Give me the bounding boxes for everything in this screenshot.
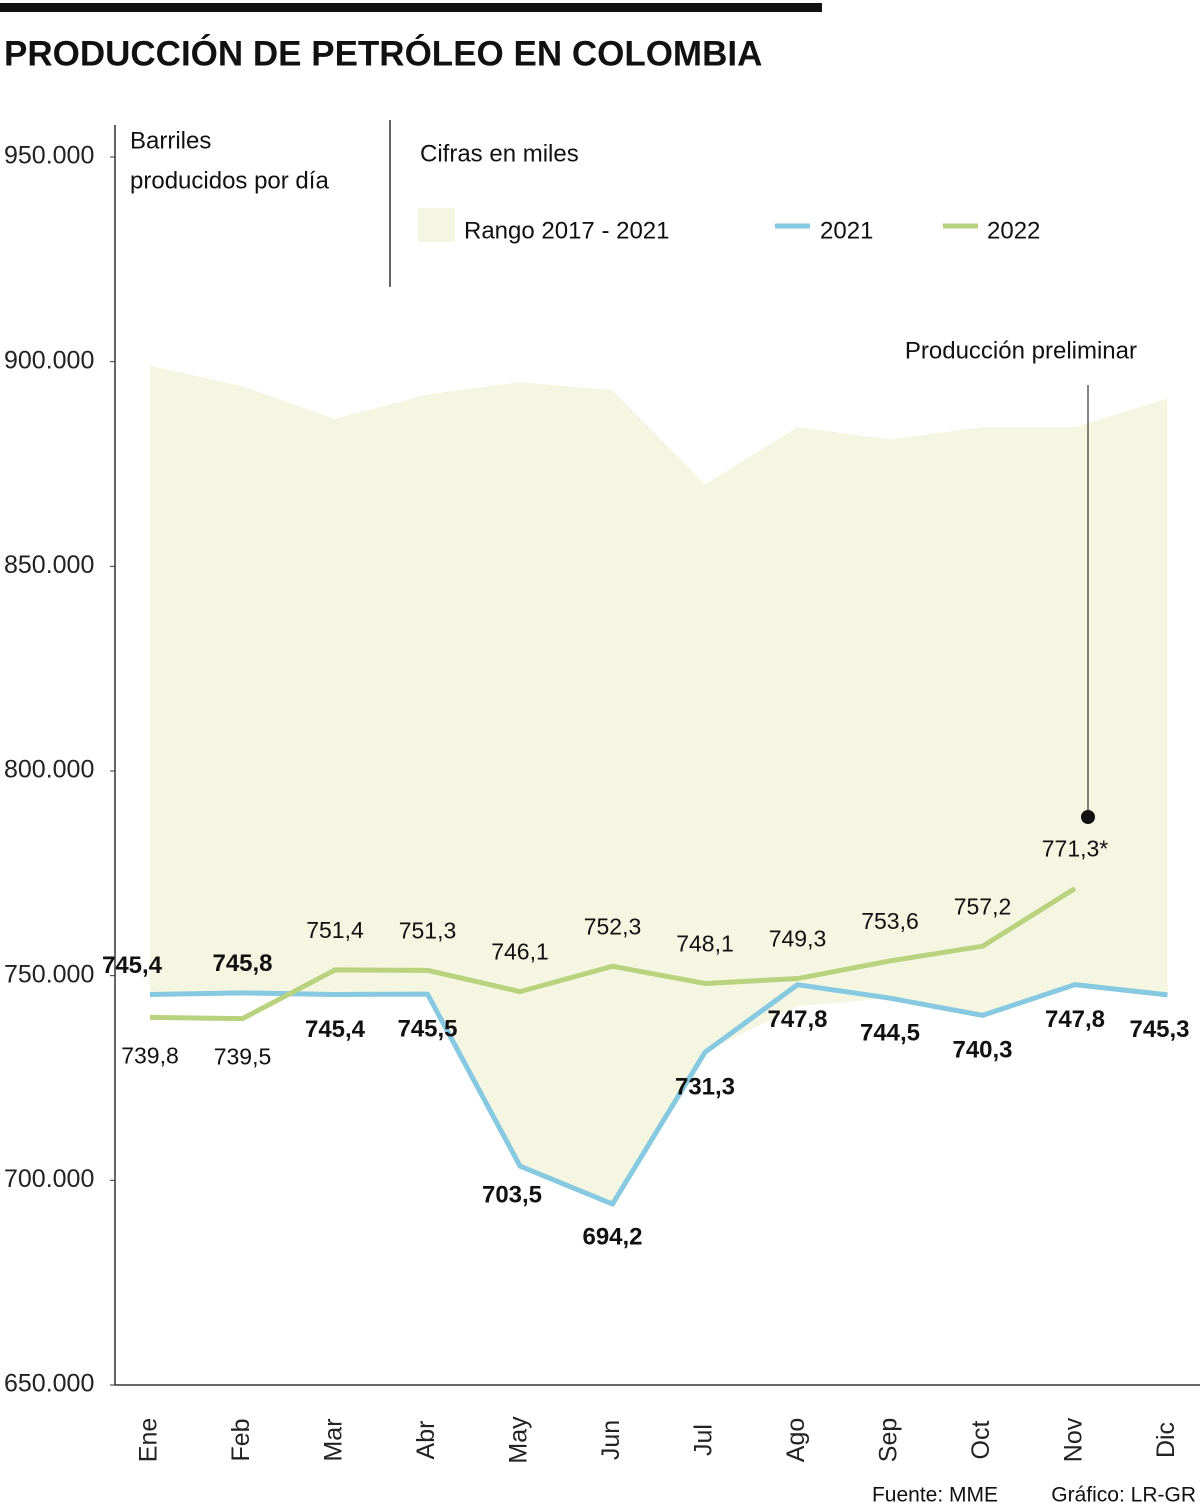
value-label: 731,3 [675,1074,735,1101]
note: Cifras en miles [420,140,579,167]
value-label: 747,8 [1045,1006,1105,1033]
value-label: 753,6 [861,908,919,934]
y-tick-label: 750.000 [4,960,94,988]
value-label: 748,1 [676,931,734,957]
y-tick-label: 650.000 [4,1370,94,1398]
x-tick-label: Jul [690,1424,718,1456]
value-label: 746,1 [491,939,549,965]
legend-label: 2021 [820,217,873,244]
y-tick-label: 950.000 [4,142,94,170]
x-tick-label: Nov [1060,1417,1088,1462]
y-tick-label: 850.000 [4,551,94,579]
value-label: 757,2 [954,893,1012,919]
y-tick-label: 800.000 [4,756,94,784]
y-axis-label: Barriles [130,127,211,154]
legend-label: 2022 [987,217,1040,244]
series-line [149,886,1077,1022]
chart-title: PRODUCCIÓN DE PETRÓLEO EN COLOMBIA [4,33,762,73]
annotation-dot [1081,810,1095,824]
x-tick-label: Ene [135,1418,163,1462]
value-label: 751,3 [399,917,457,943]
value-label: 749,3 [769,926,827,952]
source: Fuente: MME [872,1484,998,1506]
y-tick-label: 700.000 [4,1165,94,1193]
value-label: 745,3 [1129,1016,1189,1043]
series-line [149,982,1168,1207]
x-tick-label: Oct [967,1421,995,1460]
value-label: 771,3* [1042,836,1109,862]
value-label: 745,5 [397,1015,457,1042]
value-label: 739,8 [121,1042,179,1068]
annotation: Producción preliminar [905,337,1137,364]
value-label: 740,3 [952,1037,1012,1064]
plot [150,365,1168,1205]
value-label: 694,2 [582,1223,642,1250]
y-tick-label: 900.000 [4,346,94,374]
value-label: 745,8 [212,950,272,977]
y-axis-label: producidos por día [130,167,329,194]
x-tick-label: Abr [412,1421,440,1460]
x-tick-label: Feb [227,1418,255,1461]
value-label: 747,8 [767,1006,827,1033]
title-bar [0,3,822,12]
legend-swatch [418,208,455,242]
value-label: 703,5 [482,1181,542,1208]
x-tick-label: Dic [1152,1422,1180,1458]
value-label: 745,4 [305,1016,366,1043]
x-tick-label: Jun [597,1420,625,1460]
x-tick-label: May [505,1416,533,1464]
value-label: 744,5 [860,1020,920,1047]
x-tick-label: Mar [320,1418,348,1461]
credit: Gráfico: LR-GR [1051,1484,1196,1506]
legend-label: Rango 2017 - 2021 [464,217,670,244]
value-label: 745,4 [102,952,163,979]
x-tick-label: Ago [782,1418,810,1462]
value-label: 739,5 [214,1044,272,1070]
value-label: 752,3 [584,913,642,939]
x-tick-label: Sep [875,1418,903,1462]
value-label: 751,4 [306,917,364,943]
range-area [150,365,1168,1205]
